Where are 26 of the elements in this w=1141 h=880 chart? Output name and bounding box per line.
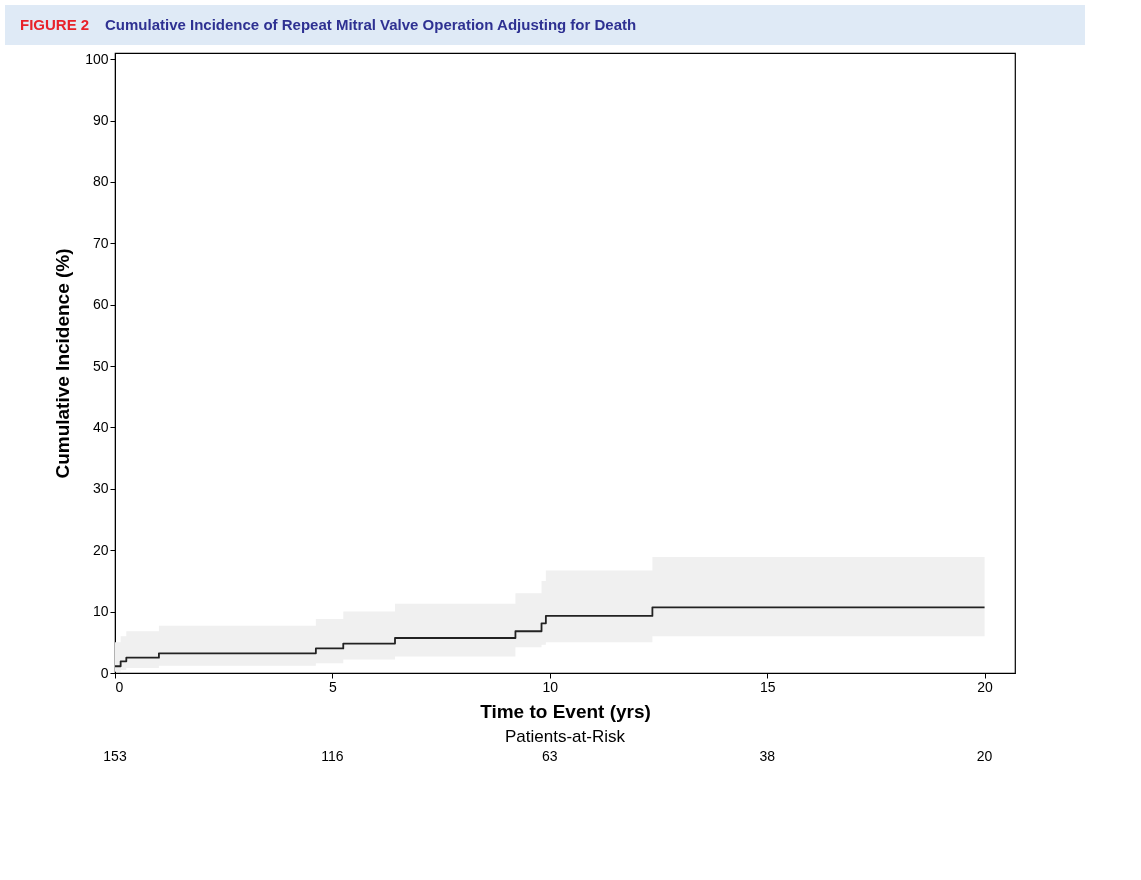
chart-title: Cumulative Incidence of Repeat Mitral Valve Operation Adjusting for Death — [105, 16, 637, 33]
y-tick-label: 70 — [92, 234, 109, 251]
x-tick-label: 5 — [328, 678, 337, 695]
text: 20 — [976, 748, 993, 764]
y-tick-label: 40 — [92, 418, 109, 435]
text: 63 — [541, 748, 558, 764]
x-axis-title: Time to Event (yrs) — [480, 700, 651, 722]
x-tick-label: 20 — [977, 678, 994, 695]
x-tick-label: 10 — [542, 678, 559, 695]
y-tick-label: 30 — [92, 480, 109, 497]
text: Patients-at-Risk — [505, 727, 626, 746]
y-tick-label: 10 — [92, 603, 109, 620]
text: 153 — [103, 748, 127, 764]
y-axis-title: Cumulative Incidence (%) — [52, 248, 74, 479]
y-tick-label: 50 — [92, 357, 109, 374]
y-tick-label: 20 — [92, 541, 109, 558]
text: 38 — [759, 748, 776, 764]
caption: FIGURE 2 — [20, 16, 90, 33]
x-tick-label: 15 — [759, 678, 776, 695]
text: 116 — [321, 748, 344, 764]
y-tick-label: 60 — [92, 296, 109, 313]
x-tick-label: 0 — [115, 678, 124, 695]
y-tick-label: 0 — [100, 664, 109, 681]
y-tick-label: 90 — [92, 112, 109, 129]
y-tick-label: 100 — [85, 50, 109, 67]
y-tick-label: 80 — [92, 173, 109, 190]
